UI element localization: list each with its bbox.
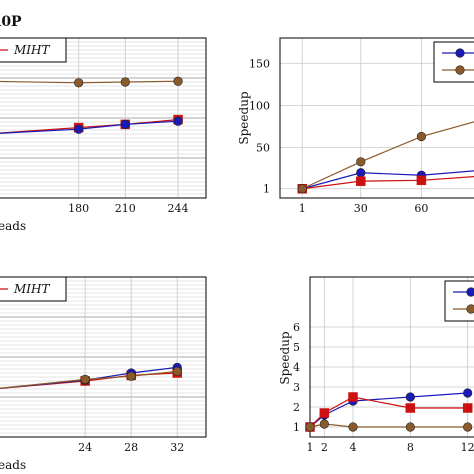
data-point-brown	[172, 366, 182, 377]
data-point-blue	[120, 119, 130, 129]
data-point-brown	[416, 131, 427, 142]
legend-label: MIHT	[13, 43, 50, 57]
x-tick-label: 1	[299, 202, 306, 215]
data-point-red	[319, 408, 330, 418]
data-point-blue	[173, 116, 183, 126]
chart-top-left-title: i0P	[0, 14, 22, 30]
legend-label: MIHT	[13, 282, 50, 296]
chart-bottom-left: 24 28 32 MIHT eads	[0, 276, 207, 472]
data-point-blue	[405, 392, 415, 402]
y-tick-label: 50	[256, 141, 270, 154]
legend-marker-brown	[455, 65, 465, 75]
series-line-brown	[309, 423, 468, 428]
y-tick-label: 150	[249, 57, 270, 70]
series-line-brown	[0, 370, 178, 389]
x-tick-label: 4	[350, 441, 357, 454]
x-tick-label: 8	[407, 441, 414, 454]
legend-marker-blue	[455, 48, 465, 58]
x-tick-label: 24	[78, 441, 92, 454]
data-point-red	[416, 175, 427, 186]
series-line-brown	[0, 80, 179, 84]
x-tick-label: 2	[321, 441, 328, 454]
series-line-red	[0, 119, 179, 134]
y-tick-label: 5	[293, 341, 300, 354]
data-point-brown	[173, 76, 183, 86]
chart-top-left-xlabel: eads	[0, 219, 26, 233]
data-point-brown	[74, 78, 84, 88]
legend-box	[433, 41, 474, 83]
legend-box	[0, 37, 67, 63]
data-point-brown	[297, 184, 307, 194]
data-point-brown	[305, 422, 315, 432]
y-tick-label: 1	[263, 183, 270, 196]
data-point-blue	[74, 124, 84, 134]
data-point-brown	[405, 422, 415, 432]
data-point-blue	[463, 388, 473, 398]
legend-box	[0, 276, 67, 302]
x-tick-label: 244	[168, 202, 189, 215]
data-point-red	[462, 403, 473, 413]
x-tick-label: 210	[115, 202, 136, 215]
series-line-blue	[302, 170, 474, 190]
series-line-red	[302, 176, 474, 190]
x-tick-label: 32	[170, 441, 184, 454]
series-line-blue	[309, 392, 468, 428]
series-line-red	[309, 396, 468, 428]
plot-frame	[0, 37, 207, 199]
y-tick-label: 2	[293, 401, 300, 414]
data-point-red	[348, 392, 358, 402]
x-tick-label: 28	[124, 441, 138, 454]
chart-top-right-ylabel: Speedup	[237, 91, 251, 145]
data-point-red	[405, 403, 416, 413]
chart-bottom-left-xlabel: eads	[0, 458, 26, 472]
chart-bottom-right-ylabel: Speedup	[278, 331, 292, 385]
y-tick-label: 100	[249, 99, 270, 112]
x-tick-label: 1	[307, 441, 314, 454]
plot-frame	[309, 276, 474, 438]
series-line-blue	[0, 120, 179, 134]
y-tick-label: 1	[293, 421, 300, 434]
series-line-brown	[301, 121, 474, 190]
x-tick-label: 12	[461, 441, 474, 454]
data-point-brown	[126, 371, 136, 381]
data-point-brown	[319, 419, 329, 429]
x-tick-label: 60	[414, 202, 428, 215]
plot-frame	[0, 276, 207, 438]
data-point-red	[356, 176, 366, 186]
data-point-brown	[80, 374, 90, 385]
y-tick-label: 4	[293, 361, 300, 374]
data-point-brown	[356, 157, 366, 167]
data-point-brown	[463, 422, 473, 432]
legend-marker-blue	[466, 287, 474, 297]
legend-marker-brown	[466, 304, 474, 314]
legend-box	[444, 280, 474, 322]
x-tick-label: 180	[68, 202, 89, 215]
plot-frame	[279, 37, 474, 199]
data-point-blue	[356, 168, 366, 178]
x-tick-label: 30	[354, 202, 368, 215]
chart-top-left: i0P 180 210 244 MIHT eads	[0, 14, 207, 233]
data-point-brown	[348, 422, 358, 432]
y-tick-label: 3	[293, 381, 300, 394]
y-tick-label: 6	[293, 321, 300, 334]
data-point-brown	[120, 77, 130, 87]
